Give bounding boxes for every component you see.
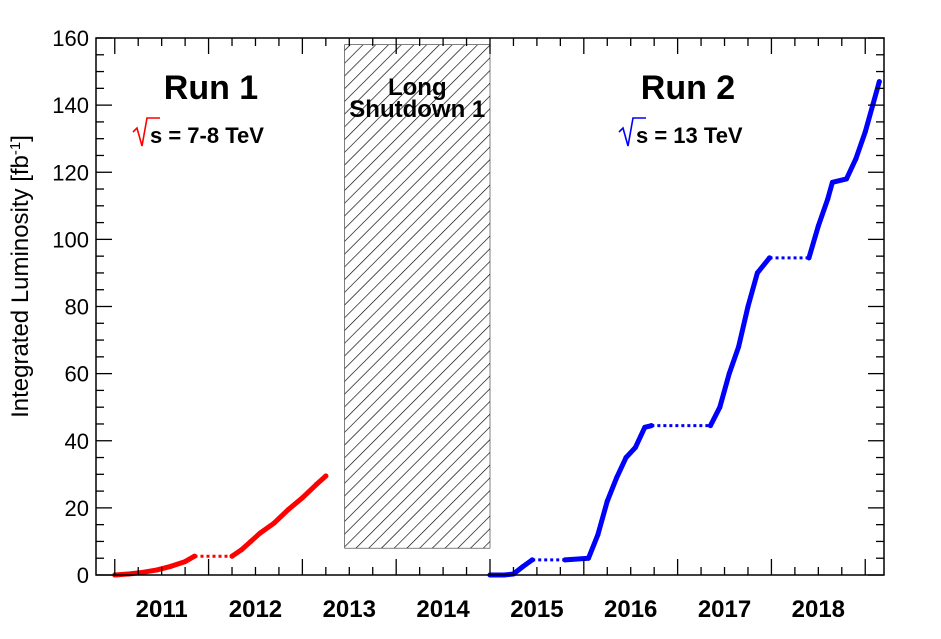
y-tick-label: 80 (65, 295, 89, 320)
x-axis-ticks: 2011 2012 2013 2014 2015 2016 2017 2018 (114, 38, 866, 623)
x-tick-label: 2012 (229, 596, 282, 623)
run2-energy-text: s = 13 TeV (636, 123, 743, 148)
y-tick-label: 40 (65, 429, 89, 454)
x-tick-label: 2018 (792, 596, 845, 623)
x-tick-label: 2013 (323, 596, 376, 623)
dotted-gap-lines (194, 256, 809, 562)
run2-sqrt-sign (618, 117, 646, 147)
series-line (487, 557, 535, 578)
x-tick-label: 2016 (604, 596, 657, 623)
series-line (562, 423, 654, 563)
long-shutdown-region (344, 44, 491, 549)
run1-energy-text: s = 7-8 TeV (150, 123, 264, 148)
x-tick-label: 2015 (510, 596, 563, 623)
series-run-1 (112, 473, 329, 578)
run1-sqrt-sign (132, 117, 160, 147)
series-line (707, 255, 773, 429)
series-line (112, 553, 197, 578)
x-tick-label: 2011 (136, 596, 188, 623)
series-line (229, 473, 329, 559)
run2-energy-label: s = 13 TeV (618, 117, 743, 148)
y-axis-title: Integrated Luminosity [fb-1] (7, 135, 35, 418)
y-axis-title-close: ] (7, 135, 34, 142)
x-tick-label: 2014 (416, 596, 470, 623)
x-tick-label: 2017 (698, 596, 751, 623)
y-axis-ticks: 0 20 40 60 80 100 120 140 160 (52, 26, 884, 588)
y-tick-label: 0 (77, 563, 89, 588)
data-series (112, 79, 882, 578)
y-tick-label: 120 (52, 160, 89, 185)
y-tick-label: 100 (52, 227, 89, 252)
series-line (806, 79, 882, 261)
y-axis-title-text: Integrated Luminosity [fb (7, 155, 34, 418)
y-axis-title-superscript: -1 (7, 142, 24, 155)
run2-label: Run 2 (641, 69, 735, 107)
run1-energy-label: s = 7-8 TeV (132, 117, 264, 148)
series-run-2 (487, 79, 882, 578)
run1-label: Run 1 (164, 69, 258, 107)
y-tick-label: 140 (52, 93, 89, 118)
y-tick-label: 160 (52, 26, 89, 51)
y-tick-label: 20 (65, 496, 89, 521)
long-shutdown-label-line2: Shutdown 1 (349, 96, 485, 123)
y-tick-label: 60 (65, 362, 89, 387)
long-shutdown-label-line1: Long (388, 74, 447, 101)
